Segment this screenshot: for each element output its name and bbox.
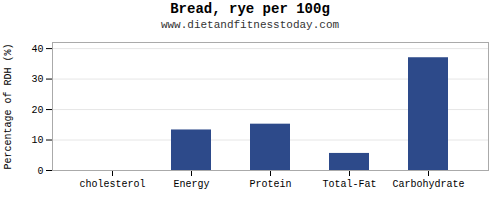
svg-text:10: 10 [31,135,43,146]
svg-text:0: 0 [37,166,43,177]
svg-text:Energy: Energy [173,179,209,190]
svg-text:Carbohydrate: Carbohydrate [392,179,464,190]
svg-text:Protein: Protein [249,179,291,190]
svg-text:40: 40 [31,44,43,55]
svg-text:20: 20 [31,105,43,116]
html-text:Bread, rye per 100g: Bread, rye per 100g [170,1,330,17]
svg-text:Percentage of RDH (%): Percentage of RDH (%) [3,43,14,169]
svg-text:cholesterol: cholesterol [79,179,145,190]
svg-text:30: 30 [31,74,43,85]
html-text:www.dietandfitnesstoday.com: www.dietandfitnesstoday.com [160,19,340,31]
svg-text:Total-Fat: Total-Fat [322,179,376,190]
